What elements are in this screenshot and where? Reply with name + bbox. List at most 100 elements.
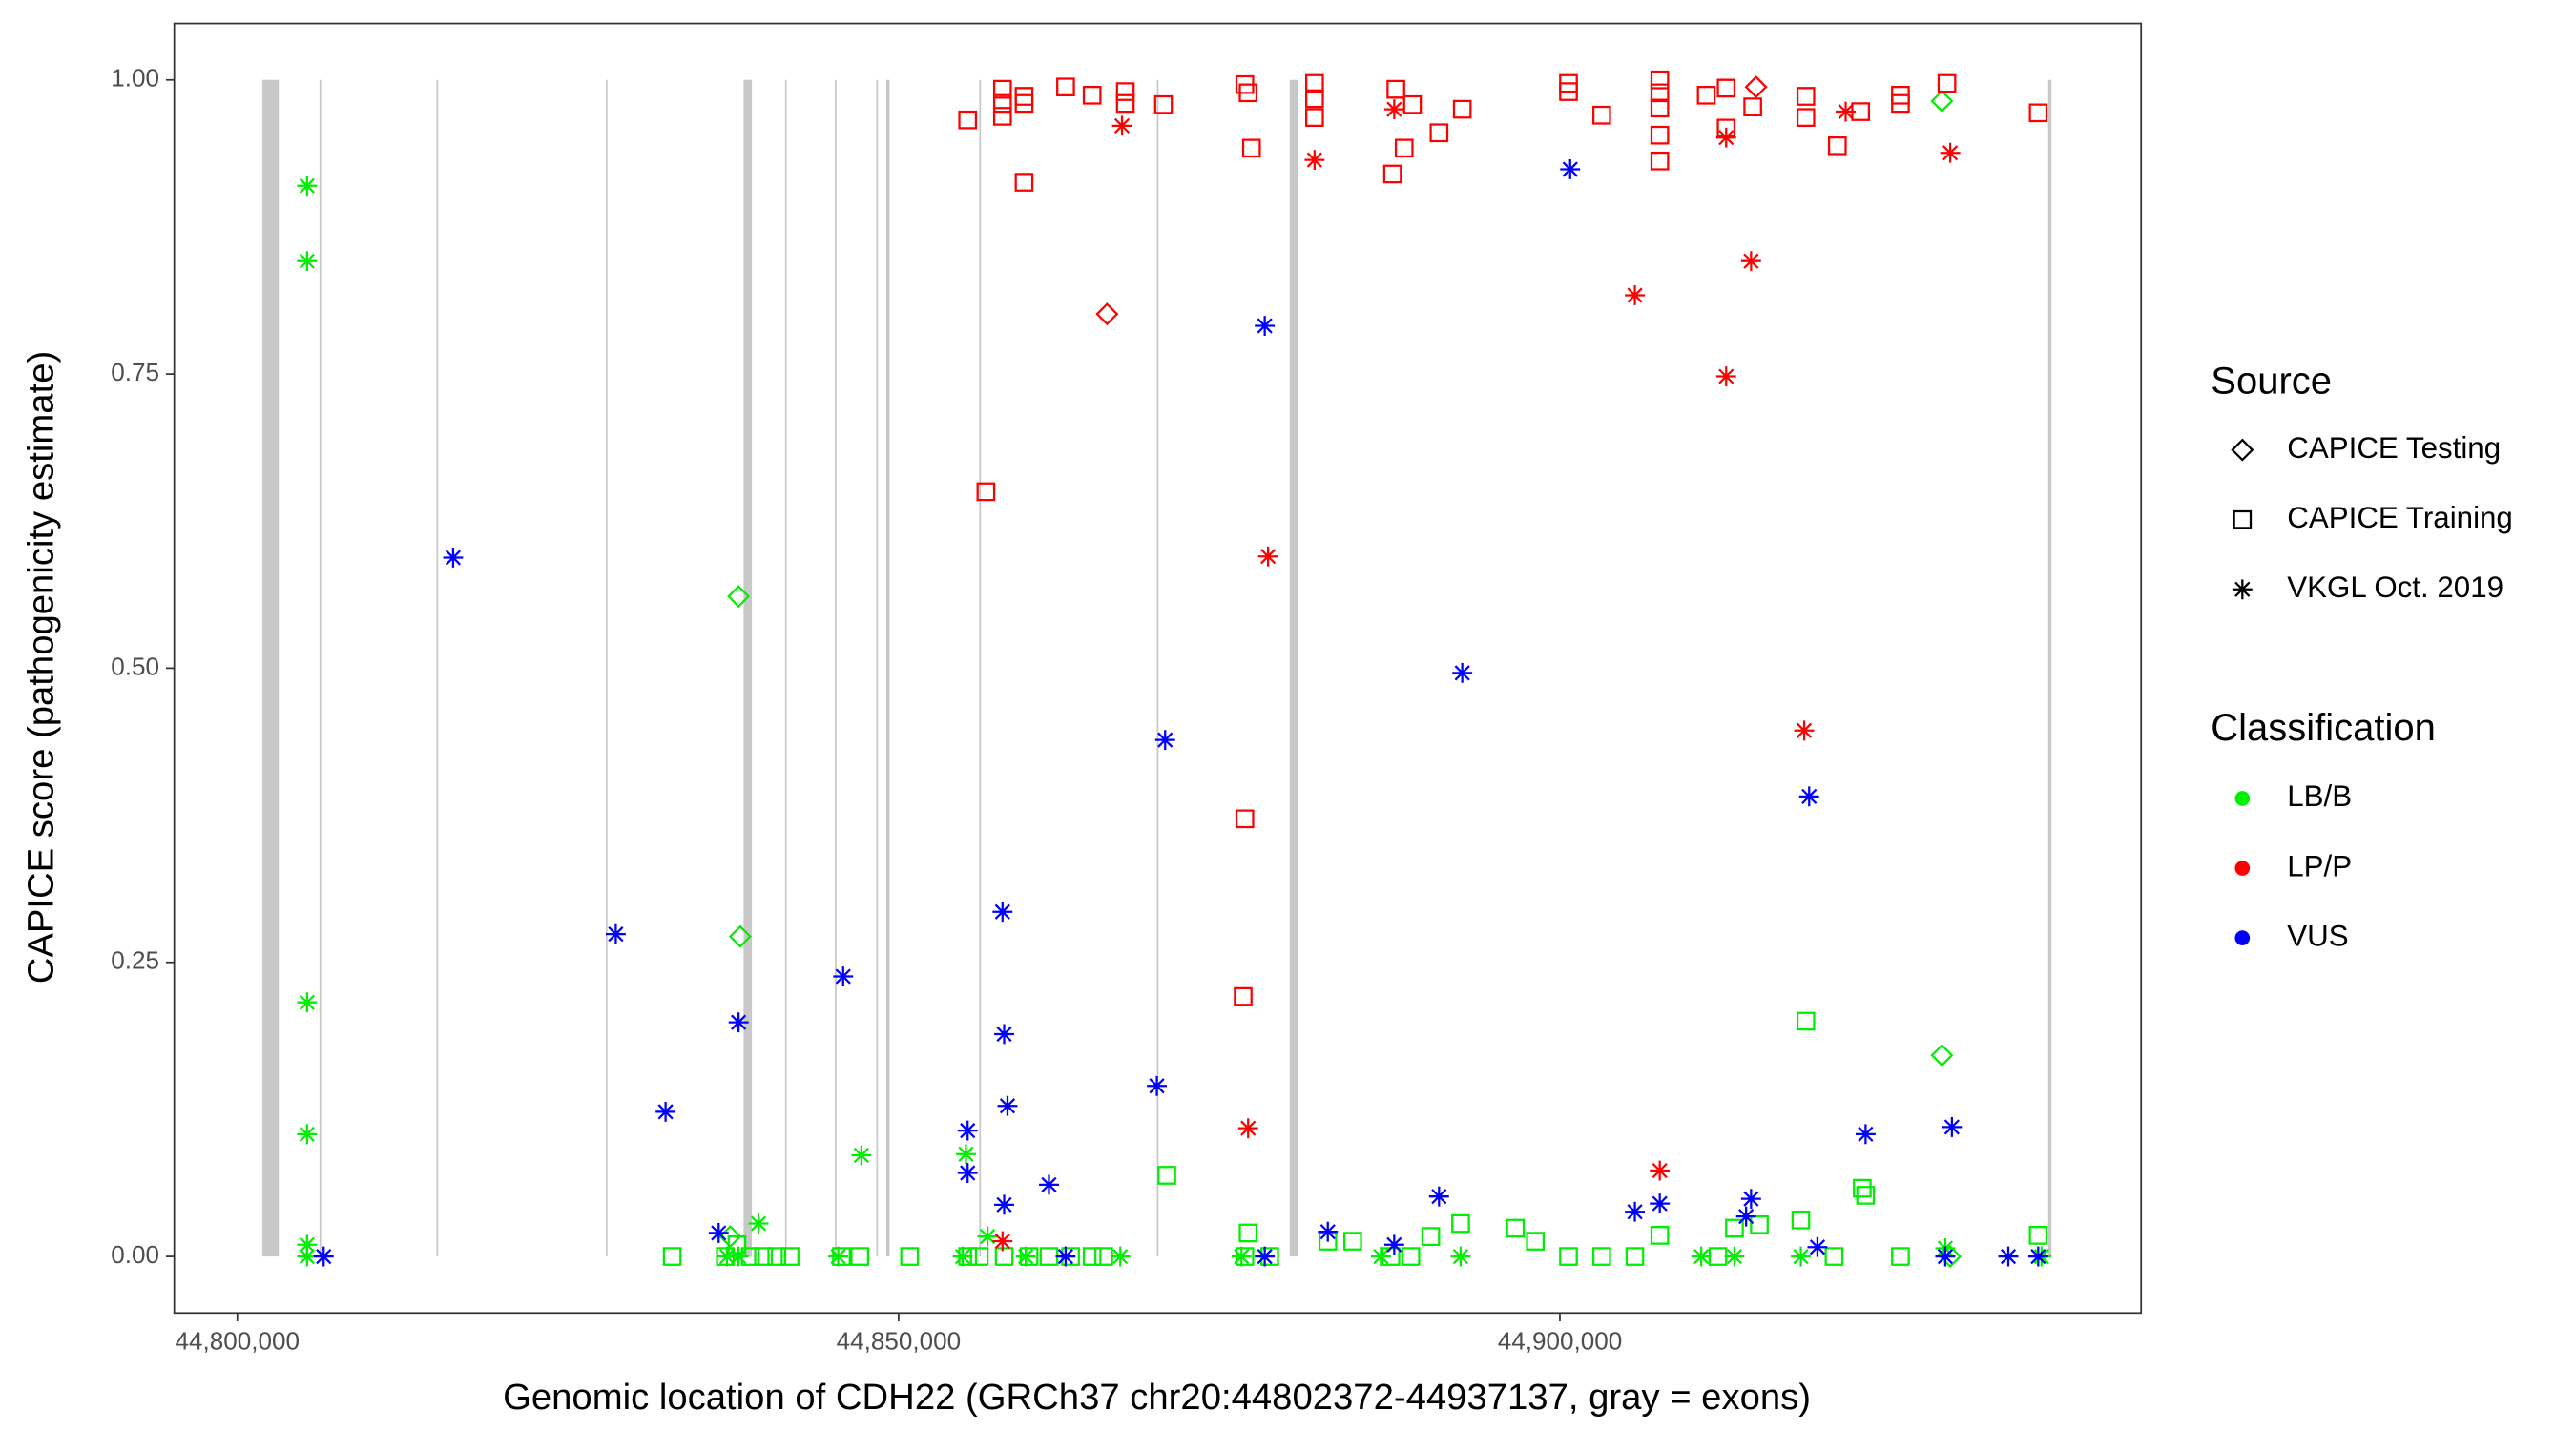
point [1382, 164, 1402, 184]
point [1807, 1236, 1828, 1257]
legend-symbol [2231, 438, 2254, 462]
legend-label: LP/P [2287, 849, 2352, 882]
point [313, 1246, 334, 1267]
point [1421, 1227, 1441, 1246]
point [655, 1101, 676, 1122]
legend-label: CAPICE Training [2287, 501, 2513, 534]
point [1014, 173, 1034, 192]
point [662, 1247, 682, 1266]
point [1014, 93, 1034, 114]
point [1383, 99, 1404, 120]
point [1429, 123, 1449, 143]
legend-label: VKGL Oct. 2019 [2287, 570, 2503, 604]
x-tick-label: 44,850,000 [837, 1326, 962, 1355]
y-tick-label: 1.00 [111, 64, 159, 93]
point [1791, 1246, 1811, 1267]
point [297, 992, 318, 1013]
point [728, 924, 752, 948]
point [1560, 159, 1581, 179]
point [1094, 1247, 1113, 1266]
point [1370, 1246, 1391, 1267]
point [1154, 730, 1175, 751]
point [994, 1024, 1014, 1045]
point [1939, 1245, 1963, 1269]
point [1055, 1246, 1076, 1267]
point [1625, 1201, 1646, 1222]
point [1891, 1247, 1910, 1266]
point [976, 482, 996, 502]
point [1744, 75, 1768, 99]
point [748, 1213, 769, 1234]
point [297, 1234, 318, 1255]
point [1794, 720, 1815, 741]
point [1650, 152, 1670, 171]
point [900, 1247, 920, 1266]
point [1305, 108, 1324, 128]
point [1940, 142, 1961, 163]
x-tick-label: 44,800,000 [176, 1326, 301, 1355]
point [1231, 1246, 1252, 1267]
point [952, 1246, 973, 1267]
point [1796, 1011, 1816, 1031]
point [1625, 285, 1646, 305]
point [780, 1247, 800, 1266]
point [969, 1247, 989, 1266]
point [1015, 1246, 1036, 1267]
y-tick-label: 0.25 [111, 946, 159, 975]
exon [743, 79, 753, 1257]
point [1110, 1246, 1131, 1267]
point [1724, 1246, 1745, 1267]
point [2028, 1226, 2048, 1245]
point [957, 1163, 978, 1183]
point [1725, 1218, 1744, 1238]
point [2027, 1246, 2048, 1267]
point [992, 1231, 1013, 1252]
legend-symbol [2234, 930, 2251, 945]
point [1691, 1246, 1712, 1267]
point [1625, 1247, 1645, 1266]
point [1153, 94, 1174, 114]
legend-title: Classification [2211, 707, 2436, 749]
point [1452, 662, 1473, 683]
exon [319, 79, 322, 1257]
point [1891, 93, 1910, 114]
point [1237, 1118, 1258, 1139]
point [1930, 89, 1954, 113]
point [297, 251, 318, 272]
point [1343, 1232, 1362, 1251]
legend-label: VUS [2287, 919, 2348, 952]
point [1836, 101, 1856, 122]
point [1937, 73, 1957, 93]
exon [436, 79, 439, 1257]
point [1401, 1247, 1421, 1266]
point [1450, 1246, 1471, 1267]
point [850, 1247, 869, 1266]
exon [885, 79, 890, 1257]
y-tick-label: 0.75 [111, 358, 159, 386]
point [1824, 1247, 1844, 1266]
exon [1156, 79, 1159, 1257]
point [958, 110, 978, 130]
point [1650, 98, 1670, 118]
point [1235, 74, 1255, 94]
point [1650, 125, 1670, 145]
point [1402, 94, 1423, 114]
point [1750, 1214, 1769, 1234]
point [1559, 82, 1578, 101]
exon [2047, 79, 2052, 1257]
y-axis-label: CAPICE score (pathogenicity estimate) [20, 351, 61, 985]
legend-symbol [2234, 791, 2251, 806]
point [727, 585, 751, 609]
point [1650, 1160, 1671, 1181]
point [1855, 1124, 1876, 1145]
point [1383, 1234, 1404, 1255]
point [994, 1247, 1014, 1266]
point [1428, 1186, 1449, 1207]
point [1506, 1218, 1526, 1238]
point [1696, 85, 1716, 105]
point [1095, 302, 1119, 326]
point [1998, 1246, 2019, 1267]
y-tick-label: 0.50 [111, 652, 159, 680]
point [1796, 87, 1816, 106]
point [1715, 366, 1736, 386]
